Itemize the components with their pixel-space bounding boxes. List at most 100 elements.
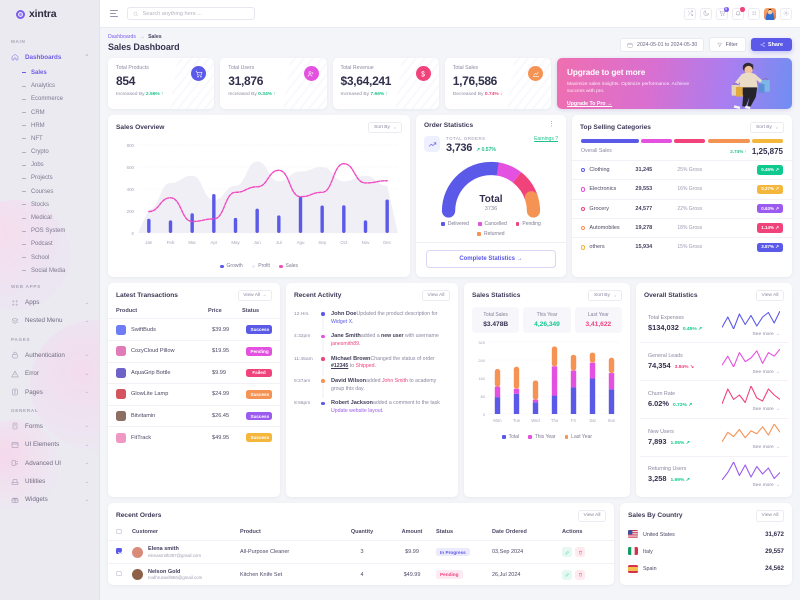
sidebar-item-dashboards[interactable]: Dashboards ⌃ [0,48,99,66]
sales-overview-sortby[interactable]: Sort By [368,122,402,134]
sidebar-subitem-school[interactable]: School [0,251,99,264]
overall-statistics-header: Overall Statistics View All [636,283,792,305]
bell-icon[interactable] [732,7,745,20]
chevron-down-icon: ⌄ [84,423,89,430]
shuffle-icon[interactable] [684,7,696,20]
promo-heading: Upgrade to get more [567,68,646,77]
legend-swatch [278,264,283,269]
stat-value: 6.02% 0.72% ↗ [648,398,693,408]
order-statistics-menu-icon[interactable]: ⋮ [548,121,555,129]
sidebar-item-utilities[interactable]: Utilities ⌄ [0,472,99,490]
transaction-row[interactable]: GlowLite Lamp $24.99 Success [108,383,280,405]
sidebar-item-apps[interactable]: Apps ⌄ [0,293,99,311]
share-icon [760,42,765,47]
order-quantity: 4 [360,571,364,578]
transaction-row[interactable]: Bitvitamin $26.45 Success [108,404,280,427]
latest-transactions-viewall[interactable]: View All → [237,290,272,302]
row-checkbox[interactable] [116,548,122,554]
transaction-row[interactable]: FitTrack $49.95 Success [108,426,280,448]
sidebar-subitem-analytics[interactable]: Analytics [0,80,99,93]
brand-logo[interactable]: xintra [0,0,99,28]
sidebar-subitem-crm[interactable]: CRM [0,106,99,119]
sidebar-subitem-medical[interactable]: Medical [0,211,99,224]
see-more-link[interactable]: See more → [752,445,780,451]
search-box[interactable] [127,7,255,20]
order-legend-delivered[interactable]: Delivered [441,221,469,227]
earnings-link[interactable]: Earnings ? [534,136,558,142]
sidebar-subitem-sales[interactable]: Sales [0,66,99,79]
sidebar-item-nested-menu[interactable]: Nested Menu ⌄ [0,312,99,330]
order-statistics-header: Order Statistics ⋮ [416,115,566,133]
cart-icon[interactable]: 0 [716,7,729,20]
edit-button[interactable] [562,547,572,557]
sidebar-subitem-hrm[interactable]: HRM [0,119,99,132]
legend-item-profit[interactable]: Profit [251,263,270,269]
sidebar-subitem-pos-system[interactable]: POS System [0,225,99,238]
order-legend-cancelled[interactable]: Cancelled [477,221,507,227]
sidebar-subitem-crypto[interactable]: Crypto [0,146,99,159]
complete-statistics-button[interactable]: Complete Statistics → [426,250,556,268]
filter-button[interactable]: Filter [709,37,746,52]
transaction-row[interactable]: SwiftBuds $39.99 Success [108,318,280,340]
see-more-link[interactable]: See more → [752,482,780,488]
see-more-link[interactable]: See more → [752,331,780,337]
see-more-link[interactable]: See more → [752,407,780,413]
avatar[interactable] [764,7,776,20]
menu-toggle-icon[interactable] [108,8,120,18]
legend-item-total[interactable]: Total [501,434,519,440]
col-amount: Amount [401,529,423,536]
recent-orders-viewall[interactable]: View All [577,510,606,522]
sidebar-subitem-stocks[interactable]: Stocks [0,198,99,211]
select-all-checkbox[interactable] [116,528,122,535]
table-row[interactable]: Nelson Gold nodhrussell556@gmail.com Kitch… [108,562,614,586]
sidebar-item-error[interactable]: Error ⌄ [0,365,99,383]
svg-text:320: 320 [478,340,485,345]
sidebar-subitem-jobs[interactable]: Jobs [0,159,99,172]
order-legend-pending[interactable]: Pending [515,221,541,227]
sidebar-item-pages[interactable]: Pages ⌄ [0,383,99,401]
sidebar-subitem-courses[interactable]: Courses [0,185,99,198]
transaction-row[interactable]: CozyCloud Pillow $19.95 Pending [108,339,280,362]
legend-item-sales[interactable]: Sales [278,263,298,269]
legend-item-growth[interactable]: Growth [219,263,243,269]
delete-button[interactable] [575,547,585,557]
search-input[interactable] [142,10,249,17]
upgrade-to-pro-link[interactable]: Upgrade To Pro → [567,100,613,107]
chevron-down-icon: ⌄ [84,389,89,396]
brand-name: xintra [29,8,57,20]
transaction-row[interactable]: AquaGrip Bottle $9.99 Failed [108,361,280,384]
sales-statistics-sortby[interactable]: Sort By [588,290,622,302]
legend-label: Delivered [447,221,469,227]
sidebar-subitem-projects[interactable]: Projects [0,172,99,185]
sidebar-item-ui-elements[interactable]: UI Elements ⌄ [0,436,99,454]
order-legend-returned[interactable]: Returned [477,231,505,237]
sidebar-subitem-ecommerce[interactable]: Ecommerce [0,93,99,106]
delete-button[interactable] [575,569,585,580]
edit-button[interactable] [562,569,572,580]
see-more-link[interactable]: See more → [752,369,780,375]
sidebar-subitem-nft[interactable]: NFT [0,132,99,145]
sidebar-subitem-podcast[interactable]: Podcast [0,238,99,251]
tile-value: $3.478B [483,320,509,328]
sidebar-item-forms[interactable]: Forms ⌄ [0,417,99,435]
sidebar-item-advanced-ui[interactable]: Advanced UI ⌄ [0,454,99,472]
table-row[interactable]: Elena smith elenasmith387@gmail.com All-Pu… [108,540,614,563]
share-button[interactable]: Share [750,37,792,52]
sidebar-item-authentication[interactable]: Authentication ⌄ [0,346,99,364]
gear-icon[interactable] [780,7,792,20]
recent-activity-viewall[interactable]: View All [421,290,450,302]
sales-by-country-viewall[interactable]: View All [755,510,784,522]
sidebar-subitem-social-media[interactable]: Social Media [0,264,99,277]
grid-icon[interactable] [748,7,760,20]
upgrade-promo-card[interactable]: Upgrade to get more Maximize sales insig… [557,58,792,109]
overall-statistics-viewall[interactable]: View All [755,290,784,302]
row-checkbox[interactable] [116,570,122,577]
top-selling-sortby[interactable]: Sort By [750,122,784,134]
date-range-picker[interactable]: 2024-05-01 to 2024-05-30 [619,37,705,52]
sidebar-item-widgets[interactable]: Widgets ⌄ [0,491,99,509]
legend-item-last-year[interactable]: Last Year [564,434,592,440]
sidebar-subitem-label: Podcast [31,241,53,248]
legend-item-this-year[interactable]: This Year [528,434,556,440]
breadcrumb-root[interactable]: Dashboards [108,34,136,40]
moon-icon[interactable] [700,7,712,20]
